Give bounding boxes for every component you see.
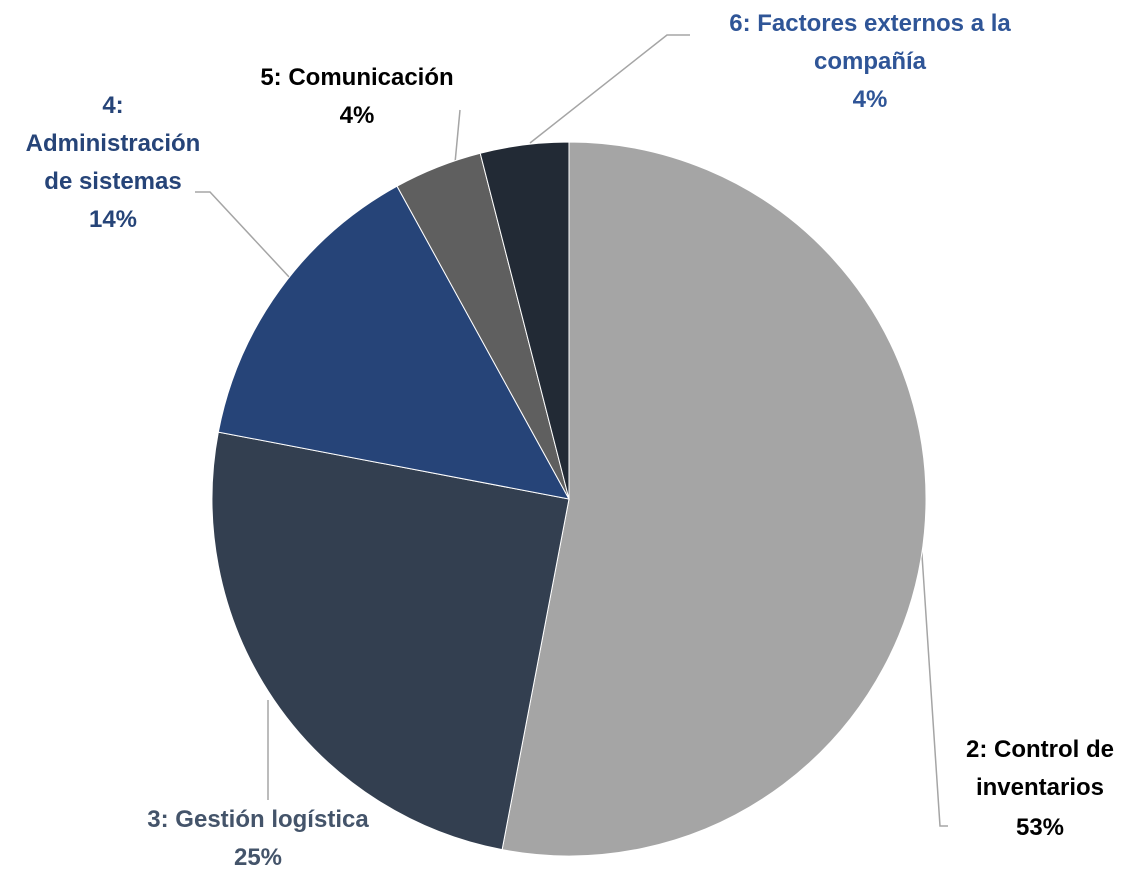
slice-label: 5: Comunicación — [260, 64, 454, 91]
value-label: 4% — [852, 86, 888, 113]
slice-label: 6: Factores externos a la compañía — [729, 10, 1011, 75]
slice-label: 4: Administración de sistemas — [25, 92, 201, 195]
value-label: 53% — [1015, 814, 1065, 841]
pie-slice — [217, 185, 570, 500]
pie-slice — [501, 141, 927, 857]
leader-line — [195, 191, 291, 279]
pie-slice — [211, 431, 570, 851]
value-label: 4% — [339, 102, 375, 129]
slice-label: 3: Gestión logística — [147, 806, 369, 833]
slice-label: 2: Control de inventarios — [966, 736, 1114, 801]
value-label: 25% — [233, 844, 283, 871]
leader-line — [454, 109, 461, 164]
value-label: 14% — [88, 206, 138, 233]
pie-slice — [479, 141, 570, 500]
leader-line — [529, 34, 690, 144]
leader-line — [920, 539, 948, 827]
